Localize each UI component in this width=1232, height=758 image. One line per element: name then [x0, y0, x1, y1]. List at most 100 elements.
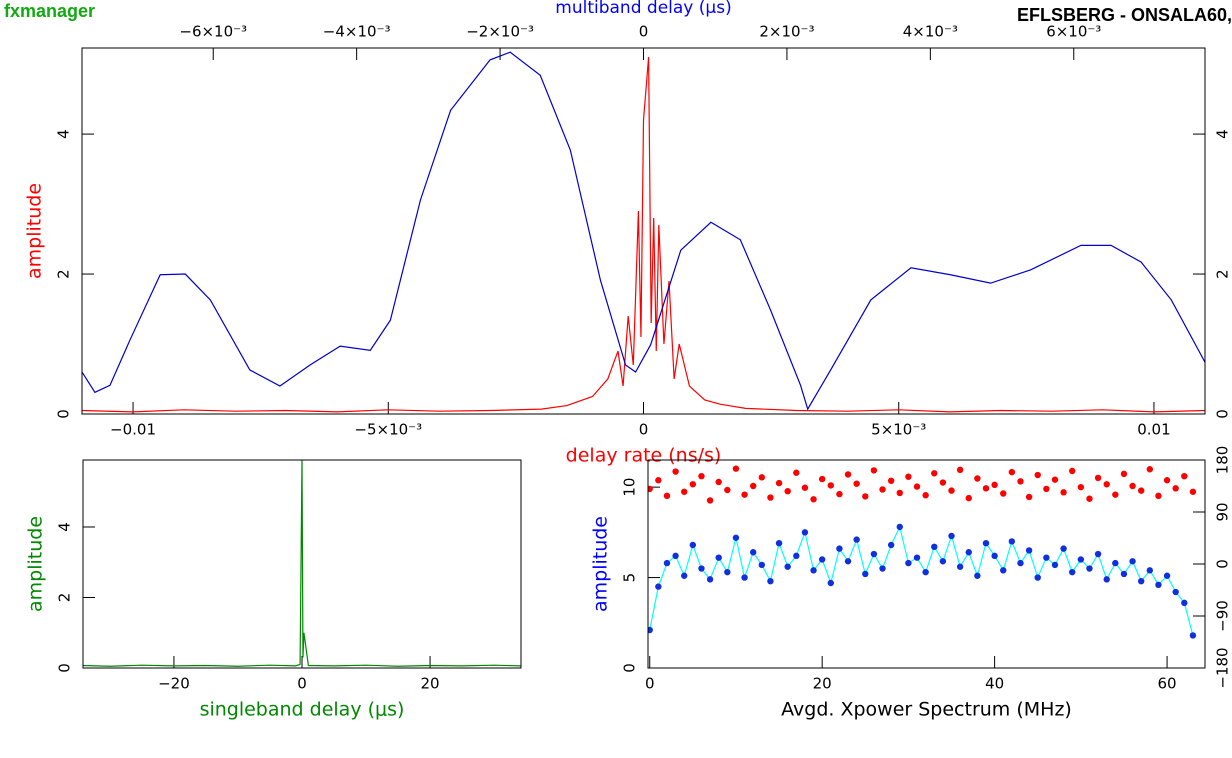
- data-point: [836, 490, 843, 498]
- y-tick-label: 10: [621, 478, 639, 497]
- data-point: [1000, 490, 1007, 497]
- data-point: [1069, 467, 1076, 475]
- x-tick-label: 0: [297, 675, 307, 693]
- data-point: [681, 488, 688, 495]
- x-tick-label: 20: [813, 675, 832, 693]
- x-axis-label: Avgd. Xpower Spectrum (MHz): [781, 699, 1072, 721]
- y2-tick-label: −90: [1214, 600, 1232, 632]
- data-point: [724, 568, 731, 576]
- data-point: [956, 466, 964, 474]
- data-point: [706, 497, 714, 504]
- y-tick-label: 5: [621, 573, 639, 583]
- data-point: [1051, 561, 1059, 569]
- data-point: [1000, 567, 1007, 574]
- plot-area: [648, 465, 1197, 639]
- data-point: [810, 496, 817, 503]
- data-point: [801, 529, 809, 536]
- plot-area: [82, 51, 1205, 413]
- y2-tick-label: 180: [1214, 446, 1232, 475]
- data-point: [922, 492, 929, 499]
- data-point: [1129, 482, 1136, 490]
- data-point: [1189, 488, 1197, 495]
- y-tick-label: 0: [621, 663, 639, 673]
- y-tick-label: 2: [55, 269, 73, 279]
- data-point: [749, 549, 757, 556]
- data-point: [698, 565, 705, 572]
- data-point: [1172, 588, 1179, 596]
- data-point: [870, 467, 878, 474]
- data-point: [913, 554, 921, 561]
- data-point: [672, 552, 679, 560]
- x-tick-label: 0: [645, 675, 655, 693]
- y-tick-label: 0: [55, 409, 73, 419]
- data-point: [913, 483, 921, 490]
- data-point: [956, 563, 964, 570]
- x-tick-label: 5×10⁻³: [871, 421, 926, 439]
- data-point: [836, 545, 843, 552]
- data-point: [1017, 559, 1024, 567]
- data-point: [1043, 554, 1050, 561]
- data-point: [948, 487, 955, 494]
- y2-tick-label: −180: [1214, 647, 1232, 688]
- data-point: [749, 482, 757, 490]
- data-point: [965, 549, 972, 556]
- data-point: [1189, 632, 1197, 639]
- x2-tick-label: 2×10⁻³: [759, 23, 814, 41]
- data-point: [844, 558, 852, 565]
- data-point: [931, 470, 938, 477]
- data-point: [853, 536, 860, 543]
- y-axis-label: amplitude: [24, 183, 46, 279]
- data-point: [948, 532, 955, 540]
- series-line: [649, 525, 1194, 636]
- data-point: [715, 478, 722, 486]
- data-point: [1163, 572, 1171, 579]
- data-point: [1155, 492, 1162, 500]
- x2-tick-label: 0: [639, 23, 649, 41]
- x-tick-label: −5×10⁻³: [354, 421, 422, 439]
- data-point: [689, 541, 697, 549]
- data-point: [1034, 471, 1041, 479]
- data-point: [1077, 556, 1085, 563]
- y2-tick-label: 90: [1214, 502, 1232, 521]
- data-point: [827, 579, 834, 587]
- x-tick-label: −20: [158, 675, 190, 693]
- data-point: [982, 540, 990, 547]
- x2-tick-label: 4×10⁻³: [903, 23, 958, 41]
- x-tick-label: 20: [421, 675, 440, 693]
- series-line: [82, 51, 1205, 411]
- data-point: [1146, 466, 1154, 473]
- data-point: [706, 576, 714, 583]
- data-point: [1043, 485, 1050, 493]
- data-point: [862, 570, 869, 578]
- data-point: [672, 468, 679, 475]
- data-point: [1155, 581, 1162, 588]
- data-point: [1060, 489, 1067, 496]
- data-point: [991, 481, 998, 489]
- data-point: [741, 574, 748, 581]
- frame: [82, 459, 522, 669]
- data-point: [879, 565, 886, 572]
- data-point: [1069, 568, 1076, 576]
- data-point: [741, 491, 748, 498]
- data-point: [1094, 474, 1102, 482]
- data-point: [1120, 570, 1128, 578]
- series-line: [82, 57, 1205, 413]
- data-point: [758, 561, 766, 569]
- data-point: [689, 481, 697, 488]
- data-point: [724, 486, 731, 494]
- data-point: [1181, 472, 1188, 480]
- data-point: [784, 488, 791, 495]
- data-point: [767, 494, 774, 501]
- x-axis-label: singleband delay (μs): [200, 699, 405, 721]
- y-tick-label: 0: [56, 663, 74, 673]
- data-point: [801, 484, 809, 491]
- data-point: [939, 479, 947, 486]
- data-point: [793, 469, 800, 476]
- data-point: [732, 465, 740, 472]
- baseline-title: EFLSBERG - ONSALA60,: [1017, 5, 1232, 25]
- y2-tick-label: 0: [1214, 559, 1232, 569]
- data-point: [1181, 599, 1188, 607]
- series-line: [83, 460, 521, 667]
- data-point: [663, 492, 671, 500]
